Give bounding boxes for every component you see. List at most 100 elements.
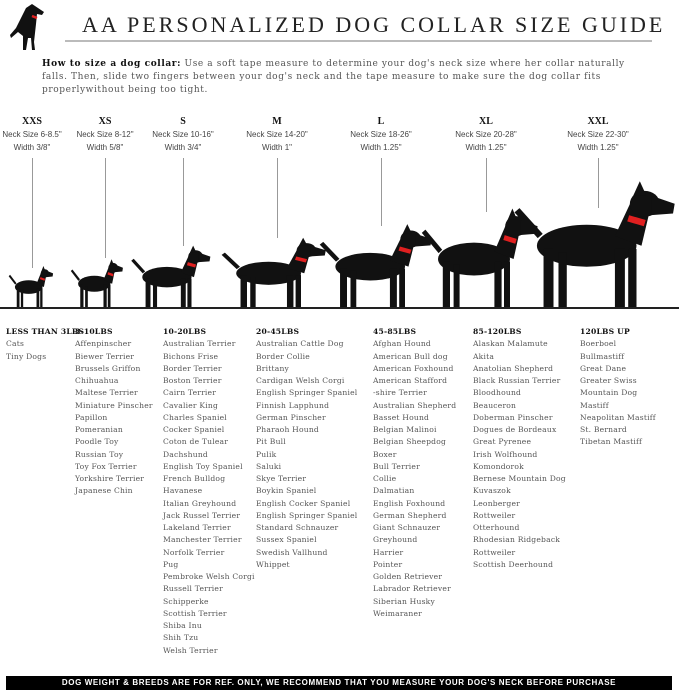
breed-item: Havanese xyxy=(163,486,203,496)
breed-item: St. Bernard xyxy=(580,425,627,434)
breed-item: Cardigan Welsh Corgi xyxy=(256,376,345,385)
breed-item: Manchester Terrier xyxy=(163,535,242,545)
breed-item: Mountain Dog xyxy=(580,388,638,398)
breed-item: Cats xyxy=(6,339,25,349)
size-m: M Neck Size 14-20" Width 1" xyxy=(232,115,322,154)
breed-item: American Bull dog xyxy=(373,351,448,361)
breed-item: Dalmatian xyxy=(373,486,415,496)
size-xxl: XXL Neck Size 22-30" Width 1.25" xyxy=(553,115,643,154)
breed-item: Dachshund xyxy=(163,449,208,459)
ground-line xyxy=(0,307,679,309)
breed-item: Japanese Chin xyxy=(75,486,133,496)
neck-size: Neck Size 6-8.5" xyxy=(2,130,62,139)
breed-column: 10-20LBS Australian Terrier Bichons Frise B… xyxy=(163,326,255,657)
breed-item: Papillon xyxy=(75,412,108,422)
breed-item: Greater Swiss xyxy=(580,376,637,385)
collar-width: Width 1.25" xyxy=(577,143,619,152)
size-s: S Neck Size 10-16" Width 3/4" xyxy=(138,115,228,154)
breed-item: Boykin Spaniel xyxy=(256,486,317,496)
breed-item: Pomeranian xyxy=(75,425,123,434)
weight-range-header: 20-45LBS xyxy=(256,327,300,336)
weight-range-header: LESS THAN 3LBS xyxy=(6,327,85,336)
breed-item: Brussels Griffon xyxy=(75,363,141,373)
breed-item: Mastiff xyxy=(580,400,609,410)
breed-item: Collie xyxy=(373,474,397,483)
breed-item: Pit Bull xyxy=(256,437,286,447)
breed-item: Saluki xyxy=(256,461,282,471)
breed-item: Standard Schnauzer xyxy=(256,523,339,532)
breed-item: Sussex Spaniel xyxy=(256,535,317,545)
breed-item: Irish Wolfhound xyxy=(473,449,538,459)
breed-item: Rhodesian Ridgeback xyxy=(473,535,561,545)
breed-item: Toy Fox Terrier xyxy=(75,461,137,471)
dog-silhouette-icon xyxy=(319,224,432,307)
weight-range-header: 85-120LBS xyxy=(473,327,522,336)
breed-item: Leonberger xyxy=(473,498,520,508)
neck-size: Neck Size 18-26" xyxy=(350,130,412,139)
breed-item: Alaskan Malamute xyxy=(473,339,548,349)
breed-item: Anatolian Shepherd xyxy=(473,363,554,373)
breed-item: Scottish Terrier xyxy=(163,608,227,618)
size-pointer-line xyxy=(598,158,599,208)
weight-range-header: 10-20LBS xyxy=(163,327,207,336)
breed-item: American Foxhound xyxy=(373,363,454,373)
collar-width: Width 5/8" xyxy=(86,143,124,152)
neck-size: Neck Size 8-12" xyxy=(76,130,134,139)
size-pointer-line xyxy=(277,158,278,238)
breed-column: 120LBS UP Boerboel Bullmastiff Great Dane Gr… xyxy=(580,326,656,449)
breed-item: Belgian Sheepdog xyxy=(373,437,447,447)
breed-item: Miniature Pinscher xyxy=(75,400,153,410)
breed-item: Boston Terrier xyxy=(163,376,222,385)
size-code: M xyxy=(272,116,282,127)
breed-item: Australian Cattle Dog xyxy=(256,339,344,349)
size-pointer-line xyxy=(183,158,184,246)
breed-item: English Springer Spaniel xyxy=(256,388,358,398)
breed-item: German Shepherd xyxy=(373,510,447,520)
breed-item: Australian Terrier xyxy=(163,339,236,349)
breed-item: Great Pyrenee xyxy=(473,437,532,447)
breed-item: Tibetan Mastiff xyxy=(580,437,643,447)
breed-item: German Pinscher xyxy=(256,412,326,422)
page-title: AA PERSONALIZED DOG COLLAR SIZE GUIDE xyxy=(82,12,666,37)
weight-range-header: 120LBS UP xyxy=(580,327,630,336)
breed-item: Black Russian Terrier xyxy=(473,376,561,385)
breed-item: French Bulldog xyxy=(163,474,226,483)
breed-item: Russian Toy xyxy=(75,449,124,459)
breed-item: Pulik xyxy=(256,449,277,459)
breed-item: American Stafford xyxy=(373,376,448,385)
size-pointer-line xyxy=(32,158,33,268)
breed-item: Whippet xyxy=(256,559,290,569)
breed-item: Akita xyxy=(473,351,495,361)
breed-item: Pointer xyxy=(373,559,403,569)
breed-column: 3-10LBS Affenpinscher Biewer Terrier Brusse… xyxy=(75,326,153,498)
breed-item: Shih Tzu xyxy=(163,633,199,643)
breed-column: LESS THAN 3LBS Cats Tiny Dogs xyxy=(6,326,84,363)
breed-item: Bernese Mountain Dog xyxy=(473,474,566,483)
breed-item: Schipperke xyxy=(163,596,209,606)
breed-item: Basset Hound xyxy=(373,412,430,422)
breed-item: Biewer Terrier xyxy=(75,351,135,361)
size-code: L xyxy=(377,116,385,127)
breed-item: Jack Russel Terrier xyxy=(163,510,241,520)
neck-size: Neck Size 14-20" xyxy=(246,130,308,139)
breed-item: Charles Spaniel xyxy=(163,412,227,422)
size-code: S xyxy=(180,116,186,127)
breed-item: Greyhound xyxy=(373,535,418,545)
breed-item: Giant Schnauzer xyxy=(373,523,441,532)
breed-item: Bullmastiff xyxy=(580,351,625,361)
breed-item: Doberman Pinscher xyxy=(473,412,553,422)
breed-item: Afghan Hound xyxy=(373,339,431,349)
breed-item: Belgian Malinoi xyxy=(373,425,437,434)
breed-item: Pug xyxy=(163,559,179,569)
breed-item: -shire Terrier xyxy=(373,388,427,398)
breed-item: Skye Terrier xyxy=(256,474,307,483)
breed-item: Boerboel xyxy=(580,339,617,349)
breed-item: Beauceron xyxy=(473,400,517,410)
breed-item: Australian Shepherd xyxy=(373,400,457,410)
footer-disclaimer: DOG WEIGHT & BREEDS ARE FOR REF. ONLY, W… xyxy=(6,676,672,690)
breed-item: English Toy Spaniel xyxy=(163,461,243,471)
breed-item: Swedish Vallhund xyxy=(256,547,328,557)
collar-width: Width 3/4" xyxy=(164,143,202,152)
weight-range-header: 3-10LBS xyxy=(75,327,113,336)
breed-item: Otterhound xyxy=(473,523,520,532)
